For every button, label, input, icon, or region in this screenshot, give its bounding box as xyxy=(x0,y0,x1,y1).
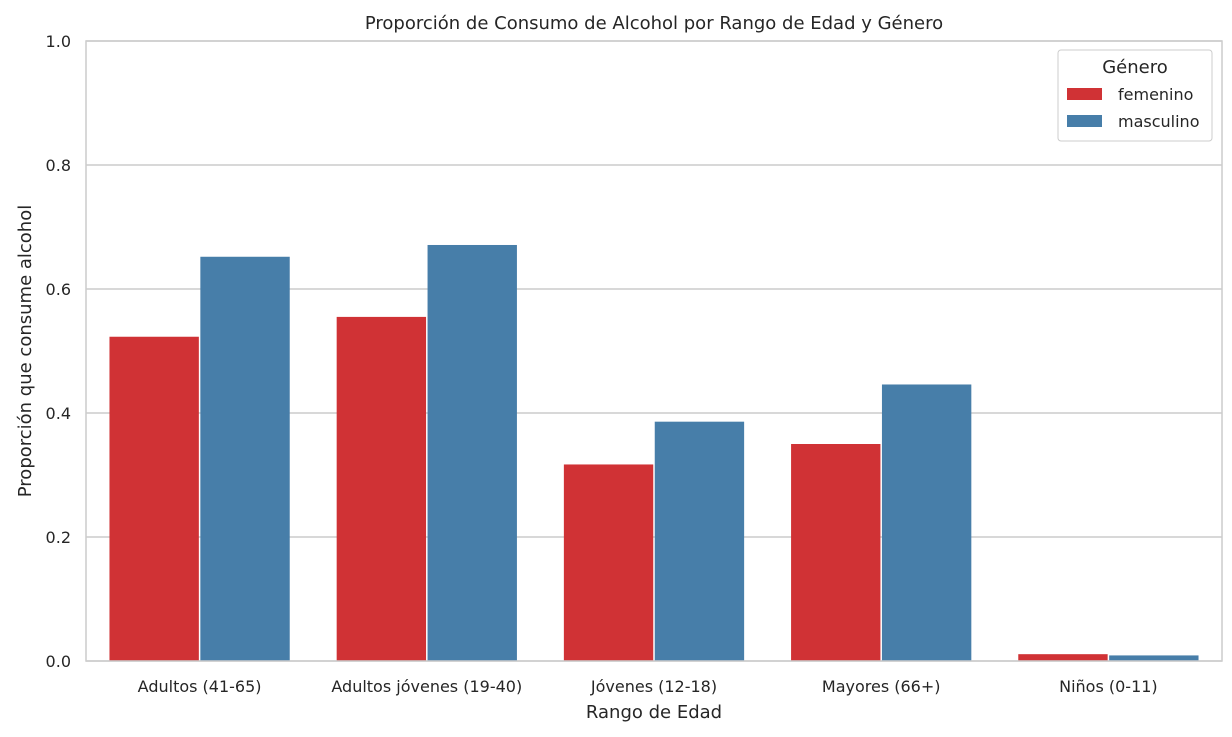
x-tick-label: Adultos jóvenes (19-40) xyxy=(331,677,522,696)
x-axis-title: Rango de Edad xyxy=(586,702,722,723)
legend-title: Género xyxy=(1102,57,1168,78)
bar-masculino-1 xyxy=(427,244,517,662)
x-tick-label: Adultos (41-65) xyxy=(138,677,262,696)
chart-title: Proporción de Consumo de Alcohol por Ran… xyxy=(365,13,943,34)
y-tick-label: 1.0 xyxy=(46,32,71,51)
y-tick-label: 0.0 xyxy=(46,652,71,671)
y-tick-label: 0.4 xyxy=(46,404,71,423)
bar-masculino-3 xyxy=(881,384,972,661)
legend-label-masculino: masculino xyxy=(1118,112,1199,131)
x-tick-label: Niños (0-11) xyxy=(1059,677,1158,696)
legend-label-femenino: femenino xyxy=(1118,85,1193,104)
legend: Género femenino masculino xyxy=(1057,49,1213,142)
y-tick-labels: 0.0 0.2 0.4 0.6 0.8 1.0 xyxy=(46,32,71,671)
bar-femenino-2 xyxy=(563,464,654,661)
bars xyxy=(109,244,1199,662)
y-tick-label: 0.6 xyxy=(46,280,71,299)
plot-frame xyxy=(85,40,1223,662)
y-axis-title: Proporción que consume alcohol xyxy=(15,205,36,497)
legend-swatch-femenino xyxy=(1067,88,1102,100)
bar-femenino-0 xyxy=(109,336,199,661)
legend-swatch-masculino xyxy=(1067,115,1102,127)
bar-femenino-1 xyxy=(336,316,427,661)
bar-masculino-4 xyxy=(1109,655,1199,661)
bar-masculino-2 xyxy=(654,421,745,661)
y-tick-label: 0.8 xyxy=(46,156,71,175)
bar-femenino-3 xyxy=(791,444,881,661)
x-tick-labels: Adultos (41-65) Adultos jóvenes (19-40) Jó… xyxy=(138,677,1158,696)
bar-masculino-0 xyxy=(200,256,290,661)
x-tick-label: Jóvenes (12-18) xyxy=(590,677,717,696)
bar-femenino-4 xyxy=(1018,654,1108,661)
x-tick-label: Mayores (66+) xyxy=(822,677,941,696)
y-tick-label: 0.2 xyxy=(46,528,71,547)
